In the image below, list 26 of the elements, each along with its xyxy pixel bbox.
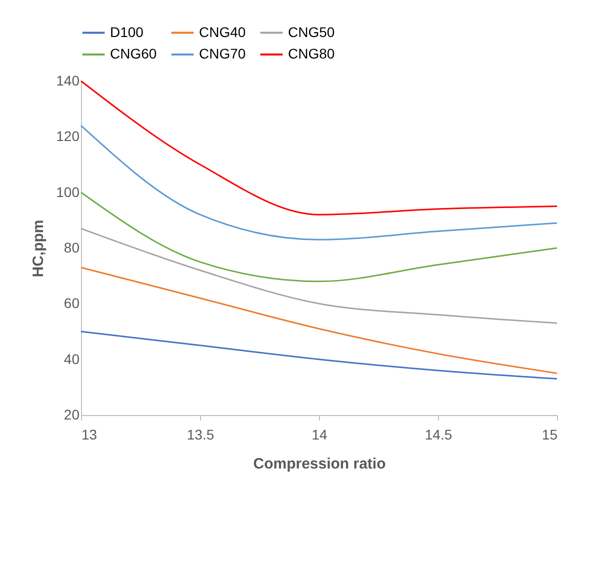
legend-label: CNG70: [199, 46, 246, 62]
y-axis-title: HC,ppm: [30, 220, 48, 278]
line-series: [80, 80, 558, 216]
y-tick-label: 20: [64, 406, 80, 422]
x-tick-label: 14: [312, 426, 328, 442]
x-tick-label: 13.5: [186, 426, 214, 442]
y-tick-label: 120: [56, 128, 80, 144]
y-tick-label: 140: [56, 72, 80, 88]
line-series: [80, 124, 558, 240]
line-series: [80, 228, 558, 324]
y-tick-label: 40: [64, 350, 80, 367]
y-tick-label: 80: [64, 240, 80, 256]
line-series: [80, 330, 558, 380]
x-tick-label: 14.5: [424, 426, 452, 442]
x-tick-label: 15: [542, 426, 558, 442]
x-tick-label: 13: [82, 426, 98, 442]
legend-label: CNG60: [110, 46, 157, 62]
legend-label: CNG80: [288, 46, 335, 62]
line-series: [80, 266, 558, 374]
legend-label: D100: [110, 24, 144, 40]
x-axis-title: Compression ratio: [253, 456, 386, 472]
legend-label: CNG40: [199, 24, 246, 40]
y-tick-label: 60: [64, 295, 80, 312]
y-tick-label: 100: [56, 184, 80, 200]
legend-label: CNG50: [288, 24, 335, 40]
line-series: [80, 192, 558, 282]
